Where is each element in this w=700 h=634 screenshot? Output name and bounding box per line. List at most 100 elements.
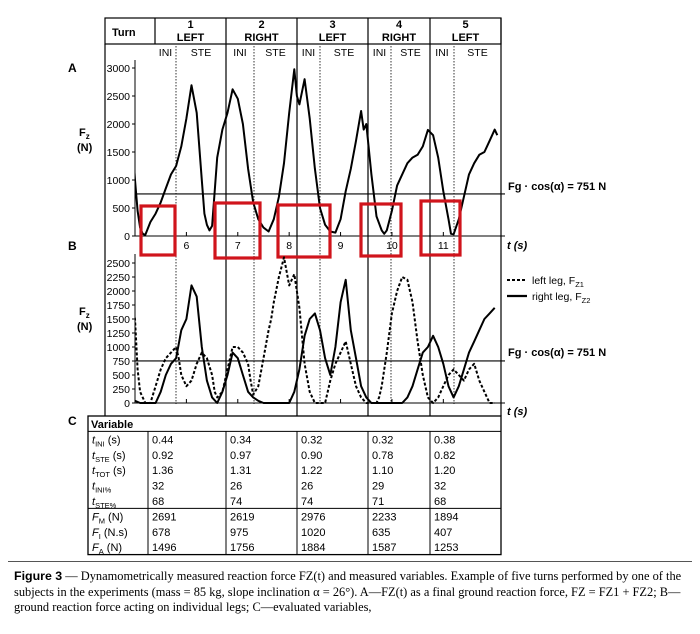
xlabel-b: t (s) [507, 406, 528, 418]
table-cell: 1.10 [372, 465, 393, 477]
ytick-label: 500 [112, 203, 130, 215]
ytick-label: 250 [112, 384, 130, 396]
table-cell: 2619 [230, 511, 254, 523]
ytick-label: 0 [124, 231, 130, 243]
turn-direction-2: RIGHT [244, 32, 279, 44]
svg-text:Fz: Fz [79, 306, 90, 320]
table-row-variable: tINI (s) [92, 434, 121, 448]
xtick-label: 9 [338, 240, 344, 252]
table-cell: 0.34 [230, 434, 251, 446]
panel-b-axes: 0 250 500 750 1000 1250 1500 1750 2000 2250 2500 [107, 254, 505, 410]
legend: left leg, FZ1 right leg, FZ2 [507, 275, 590, 305]
table-cell: 0.38 [434, 434, 455, 446]
table-cell: 74 [301, 496, 313, 508]
ytick-label: 1000 [107, 175, 131, 187]
table-cell: 29 [372, 481, 384, 493]
xtick-label: 6 [183, 240, 189, 252]
ini-highlight-box-2 [213, 201, 262, 260]
table-cell: 2976 [301, 511, 325, 523]
table-cell: 26 [230, 481, 242, 493]
table-cell: 975 [230, 527, 248, 539]
table-row-variable: tSTE (s) [92, 450, 126, 464]
phase-ini-3: INI [302, 47, 315, 59]
figure-caption: Figure 3 — Dynamometrically measured rea… [14, 569, 690, 616]
table-cell: 2691 [152, 511, 176, 523]
turn-number-5: 5 [462, 19, 468, 31]
ytick-label: 2000 [107, 119, 131, 131]
table-row-variable: FA (N) [92, 542, 122, 556]
caption-rule [8, 561, 692, 562]
table-cell: 71 [372, 496, 384, 508]
left-leg-series-line [135, 256, 495, 404]
turn-number-1: 1 [187, 19, 193, 31]
panel-a-axes: 0 500 1000 1500 2000 2500 3000 6 7 8 9 10 11 [107, 60, 505, 260]
turn-direction-4: RIGHT [382, 32, 417, 44]
table-cell: 1.36 [152, 465, 173, 477]
table-cell: 0.82 [434, 450, 455, 462]
table-cell: 1496 [152, 542, 176, 554]
table-cell: 407 [434, 527, 452, 539]
ytick-label: 2000 [107, 286, 131, 298]
ytick-label: 500 [112, 370, 130, 382]
xlabel-a: t (s) [507, 240, 528, 252]
svg-text:(N): (N) [77, 321, 93, 333]
table-cell: 68 [152, 496, 164, 508]
turn-number-4: 4 [396, 19, 403, 31]
table-cell: 1.22 [301, 465, 322, 477]
fz-series-line [135, 68, 499, 236]
ytick-label: 1500 [107, 147, 131, 159]
phase-ini-2: INI [233, 47, 246, 59]
table-cell: 678 [152, 527, 170, 539]
phase-ste-5: STE [467, 47, 487, 59]
caption-label: Figure 3 [14, 569, 63, 583]
panel-b-label: B [68, 239, 77, 253]
panel-c-label: C [68, 414, 77, 428]
table-header-variable: Variable [91, 419, 133, 431]
turn-number-2: 2 [258, 19, 264, 31]
ylabel-b: Fz (N) [77, 306, 93, 333]
table-cell: 1894 [434, 511, 458, 523]
table-cell: 1020 [301, 527, 325, 539]
xtick-label: 7 [235, 240, 241, 252]
table-cell: 1253 [434, 542, 458, 554]
ytick-label: 2250 [107, 272, 131, 284]
svg-text:(N): (N) [77, 142, 93, 154]
threshold-label-a: Fg · cos(α) = 751 N [508, 181, 606, 193]
table-cell: 1756 [230, 542, 254, 554]
table-cell: 635 [372, 527, 390, 539]
ytick-label: 1750 [107, 300, 131, 312]
ytick-label: 0 [124, 398, 130, 410]
phase-ste-3: STE [334, 47, 354, 59]
turn-direction-5: LEFT [452, 32, 480, 44]
table-cell: 68 [434, 496, 446, 508]
caption-text: — Dynamometrically measured reaction for… [14, 569, 682, 614]
ini-highlight-box-1 [139, 204, 177, 257]
ini-highlight-box-3 [276, 203, 332, 259]
phase-ini-5: INI [435, 47, 448, 59]
table-row-variable: tINI% [92, 481, 112, 495]
table-cell: 0.44 [152, 434, 173, 446]
table-row-variable: tTOT (s) [92, 465, 126, 479]
table-cell: 26 [301, 481, 313, 493]
table-cell: 0.32 [301, 434, 322, 446]
ytick-label: 3000 [107, 63, 131, 75]
table-cell: 2233 [372, 511, 396, 523]
ytick-label: 1250 [107, 328, 131, 340]
ini-highlight-box-4 [359, 202, 403, 258]
panel-a-label: A [68, 61, 77, 75]
table-row-variable: FM (N) [92, 511, 123, 525]
table-cell: 32 [434, 481, 446, 493]
table-cell: 1.20 [434, 465, 455, 477]
turn-direction-3: LEFT [319, 32, 347, 44]
phase-ini-1: INI [159, 47, 172, 59]
turn-header-label: Turn [112, 27, 136, 39]
legend-right-label: right leg, FZ2 [532, 291, 590, 305]
table-cell: 32 [152, 481, 164, 493]
table-cell: 0.32 [372, 434, 393, 446]
table-cell: 0.78 [372, 450, 393, 462]
phase-ste-1: STE [191, 47, 211, 59]
table-cell: 0.97 [230, 450, 251, 462]
table-cell: 0.92 [152, 450, 173, 462]
turn-number-3: 3 [329, 19, 335, 31]
phase-ste-4: STE [400, 47, 420, 59]
